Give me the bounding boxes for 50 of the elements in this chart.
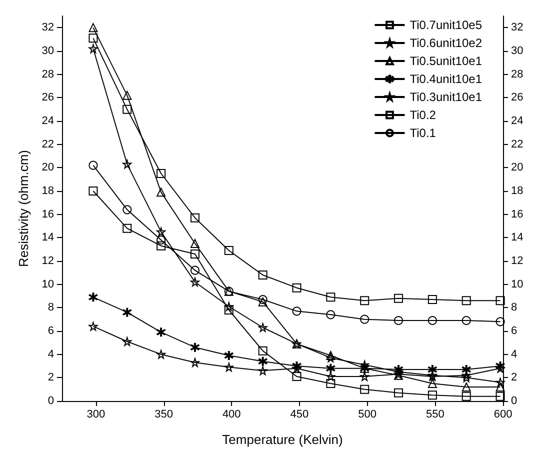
y-tick-label: 0 (48, 395, 54, 407)
y-tick-label: 12 (42, 255, 54, 267)
y-tick-label: 14 (42, 232, 54, 244)
legend-label: Ti0.4unit10e1 (410, 72, 482, 86)
y2-tick-label: 10 (511, 278, 524, 290)
x-axis-title: Temperature (Kelvin) (222, 432, 343, 447)
y-tick-label: 18 (42, 185, 54, 197)
y2-tick-label: 2 (511, 372, 518, 384)
y2-tick-label: 30 (511, 45, 524, 57)
x-tick-label: 500 (358, 408, 376, 420)
x-tick-label: 600 (494, 408, 512, 420)
y-tick-label: 10 (42, 278, 54, 290)
y-tick-label: 24 (42, 115, 54, 127)
legend-label: Ti0.6unit10e2 (410, 36, 482, 50)
x-tick-label: 400 (222, 408, 241, 420)
y2-tick-label: 8 (511, 302, 518, 314)
y-tick-label: 22 (42, 138, 54, 150)
y-tick-label: 28 (42, 68, 54, 80)
y-tick-label: 30 (42, 45, 54, 57)
legend-label: Ti0.7unit10e5 (410, 18, 482, 32)
y2-tick-label: 18 (511, 185, 524, 197)
y2-tick-label: 32 (511, 22, 524, 34)
y2-tick-label: 6 (511, 325, 518, 337)
y2-tick-label: 4 (511, 348, 518, 360)
y-tick-label: 8 (48, 302, 54, 314)
y2-tick-label: 20 (511, 162, 524, 174)
legend-label: Ti0.3unit10e1 (410, 90, 482, 104)
legend-label: Ti0.1 (410, 126, 436, 140)
y-tick-label: 6 (48, 325, 54, 337)
x-tick-label: 350 (154, 408, 173, 420)
y-tick-label: 16 (42, 208, 54, 220)
legend-label: Ti0.2 (410, 108, 436, 122)
y2-tick-label: 14 (511, 232, 524, 244)
y-tick-label: 2 (48, 372, 54, 384)
y2-tick-label: 22 (511, 138, 524, 150)
y-tick-label: 26 (42, 92, 54, 104)
x-tick-label: 450 (290, 408, 309, 420)
y2-tick-label: 26 (511, 92, 524, 104)
y-axis-title: Resistivity (ohm.cm) (16, 150, 31, 268)
y-tick-label: 20 (42, 162, 54, 174)
y-tick-label: 4 (48, 348, 54, 360)
x-tick-label: 300 (86, 408, 106, 420)
x-tick-label: 550 (426, 408, 444, 420)
y2-tick-label: 0 (511, 395, 518, 407)
y2-tick-label: 28 (511, 68, 524, 80)
y2-tick-label: 12 (511, 255, 524, 267)
y2-tick-label: 16 (511, 208, 524, 220)
y2-tick-label: 24 (511, 115, 524, 127)
legend-label: Ti0.5unit10e1 (410, 54, 482, 68)
y-tick-label: 32 (42, 22, 54, 34)
